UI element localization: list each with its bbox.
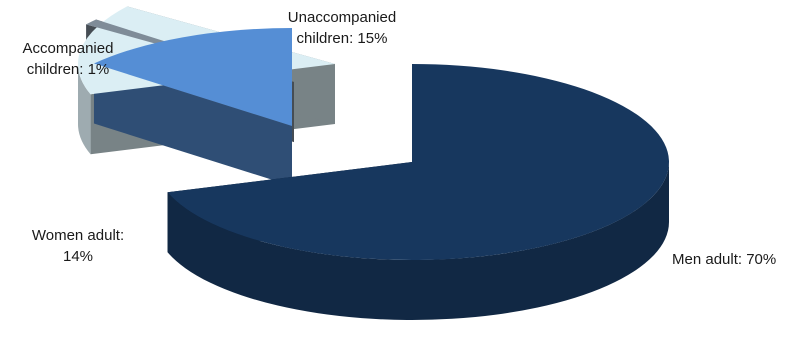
- slice-label-accompanied-children: Accompanied children: 1%: [23, 40, 114, 78]
- pie-slice-side: [167, 162, 669, 320]
- pie-slice-women-adult: [93, 27, 293, 127]
- pie-slice-side: [78, 64, 91, 155]
- slice-tops: [78, 6, 670, 260]
- slice-label-unaccompanied-children: Unaccompanied children: 15%: [288, 9, 396, 47]
- slice-label-men-adult: Men adult: 70%: [672, 251, 776, 268]
- slice-label-women-adult: Women adult: 14%: [32, 227, 124, 265]
- pie-slice-men-adult: [167, 64, 670, 260]
- pie-slice-wall: [93, 63, 293, 186]
- slice-labels: Men adult: 70% Unaccompanied children: 15%…: [23, 9, 777, 268]
